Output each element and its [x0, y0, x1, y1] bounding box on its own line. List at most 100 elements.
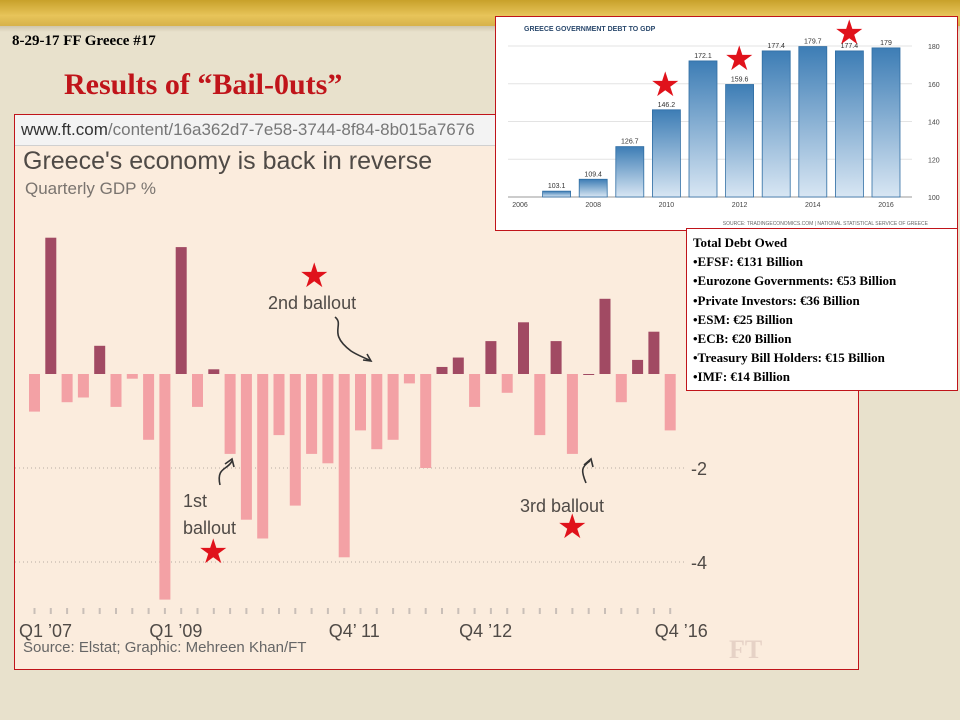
total-debt-list: •EFSF: €131 Billion •Eurozone Governments… — [693, 252, 951, 386]
annotation-3rd-ballout: 3rd ballout — [520, 496, 604, 516]
gdp-bar — [338, 374, 350, 558]
debt-value-label: 179.7 — [804, 39, 822, 46]
star-icon: ★ — [557, 507, 588, 547]
gdp-bar — [192, 374, 203, 407]
gdp-bar — [599, 298, 611, 374]
url-text[interactable]: www.ft.com/content/16a362d7-7e58-3744-8f… — [21, 120, 475, 140]
gdp-bar — [208, 369, 220, 374]
x-tick-label: 2010 — [659, 202, 675, 209]
x-tick-label: Q1 ’07 — [19, 621, 72, 641]
x-tick-label: Q4 ’16 — [655, 621, 708, 641]
gdp-bar — [583, 374, 595, 375]
y-tick-label: 120 — [928, 157, 940, 164]
gdp-chart: -2 -4 Q1 ’07 Q1 ’09 Q4’ 11 Q4 ’12 Q4 ’16 1st bal… — [15, 237, 708, 641]
debt-chart: GREECE GOVERNMENT DEBT TO GDP 100 120 140 16… — [508, 26, 940, 227]
slide-id-label: 8-29-17 FF Greece #17 — [12, 33, 156, 49]
debt-value-label: 103.1 — [548, 183, 566, 190]
debt-value-label: 179 — [880, 40, 892, 47]
total-debt-item: •ECB: €20 Billion — [693, 331, 792, 347]
x-tick-label: 2008 — [585, 202, 601, 209]
gdp-bar — [322, 374, 334, 464]
total-debt-box: Total Debt Owed •EFSF: €131 Billion •Euro… — [686, 228, 958, 391]
y-tick-label: 180 — [928, 44, 940, 51]
total-debt-item: •ESM: €25 Billion — [693, 311, 793, 327]
url-path: /content/16a362d7-7e58-3744-8f84-8b015a7… — [107, 120, 475, 139]
x-tick-label: Q4 ’12 — [459, 621, 512, 641]
gdp-bar — [387, 374, 399, 440]
gdp-chart-title: Greece's economy is back in reverse — [23, 147, 433, 175]
arrow-icon — [218, 457, 235, 486]
debt-bar — [542, 190, 571, 198]
gdp-bar — [306, 374, 318, 454]
y-tick-label: -4 — [691, 553, 707, 573]
y-tick-label: 100 — [928, 195, 940, 202]
total-debt-item: •EFSF: €131 Billion — [693, 254, 804, 270]
total-debt-item: •Treasury Bill Holders: €15 Billion — [693, 350, 885, 366]
gdp-bar — [61, 374, 73, 403]
gdp-bar — [550, 341, 562, 374]
gdp-bar — [175, 247, 187, 374]
annotation-2nd-ballout: 2nd ballout — [268, 293, 356, 313]
gdp-chart-source: Source: Elstat; Graphic: Mehreen Khan/FT — [23, 639, 307, 656]
debt-to-gdp-panel: GREECE GOVERNMENT DEBT TO GDP 100 120 140 16… — [495, 16, 958, 231]
gdp-bar — [240, 374, 252, 520]
gdp-bar — [420, 374, 432, 468]
gdp-bar — [94, 345, 106, 374]
gdp-bar — [289, 374, 301, 506]
debt-bar — [725, 84, 755, 198]
gdp-bar — [518, 322, 529, 374]
annotation-1st-ballout: 1st — [183, 491, 207, 511]
gdp-bar — [110, 374, 122, 407]
debt-bar — [834, 50, 864, 198]
arrow-icon — [334, 316, 373, 362]
gdp-bar — [664, 374, 676, 431]
debt-bar — [651, 109, 681, 198]
gdp-bar — [403, 374, 415, 384]
url-domain: www.ft.com — [21, 120, 108, 139]
debt-bar — [688, 60, 718, 198]
gdp-bar — [501, 374, 513, 393]
debt-chart-source: SOURCE: TRADINGECONOMICS.COM | NATIONAL … — [723, 221, 929, 227]
gdp-bar — [77, 374, 89, 398]
gdp-bar — [126, 374, 138, 379]
slide-header-band — [0, 0, 960, 32]
annotation-1st-ballout: ballout — [183, 518, 236, 538]
x-tick-label: 2016 — [878, 202, 894, 209]
debt-value-label: 159.6 — [731, 77, 749, 84]
debt-value-label: 177.4 — [767, 43, 785, 50]
y-tick-label: 140 — [928, 120, 940, 127]
slide-title: Results of “Bail-0uts” — [64, 68, 343, 101]
x-tick-label: Q1 ’09 — [149, 621, 202, 641]
debt-value-label: 109.4 — [584, 171, 602, 178]
x-tick-label: 2006 — [512, 202, 528, 209]
y-tick-label: -2 — [691, 459, 707, 479]
debt-bar — [798, 46, 828, 198]
x-tick-label: 2014 — [805, 202, 821, 209]
gdp-bar — [45, 237, 57, 374]
debt-bar — [761, 50, 791, 198]
gdp-bar — [615, 374, 627, 403]
gdp-bar — [257, 374, 269, 539]
gdp-bar — [452, 357, 464, 374]
gdp-bar — [469, 374, 481, 407]
gdp-bar — [566, 374, 578, 454]
arrow-icon — [581, 457, 594, 484]
gdp-bar — [159, 374, 171, 600]
gdp-chart-subtitle: Quarterly GDP % — [25, 179, 157, 198]
x-tick-label: 2012 — [732, 202, 748, 209]
total-debt-item: •Private Investors: €36 Billion — [693, 292, 860, 308]
gdp-bar — [534, 374, 546, 436]
star-icon: ★ — [834, 13, 865, 53]
gdp-bar — [485, 341, 497, 374]
debt-bar — [871, 47, 901, 198]
total-debt-item: •IMF: €14 Billion — [693, 369, 790, 385]
gdp-bar — [273, 374, 285, 436]
debt-value-label: 126.7 — [621, 139, 639, 146]
gdp-bar — [355, 374, 366, 431]
debt-bar — [578, 178, 608, 198]
total-debt-heading: Total Debt Owed — [693, 235, 788, 250]
debt-bar — [615, 146, 645, 198]
gdp-bar — [143, 374, 155, 440]
gdp-bar — [371, 374, 383, 450]
gdp-bar — [436, 366, 448, 374]
